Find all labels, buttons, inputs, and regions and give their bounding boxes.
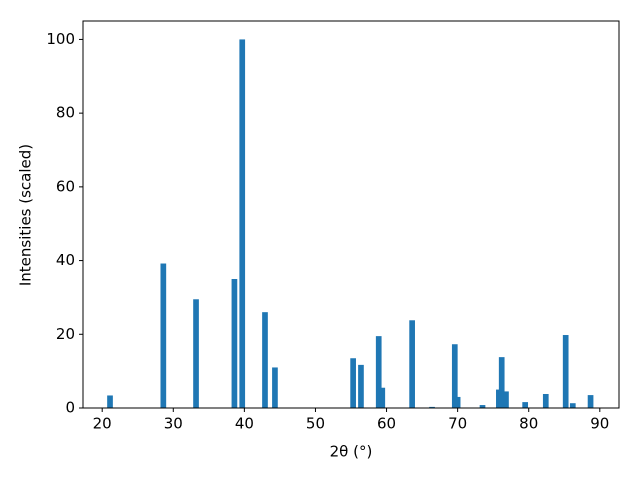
x-tick-label: 50 xyxy=(306,415,325,433)
bar xyxy=(193,299,199,408)
x-tick-label: 20 xyxy=(93,415,112,433)
bar xyxy=(350,358,356,408)
bar xyxy=(262,312,268,408)
bar xyxy=(272,367,278,408)
x-tick-label: 60 xyxy=(377,415,396,433)
bar xyxy=(569,403,576,408)
y-tick-label: 40 xyxy=(56,251,75,269)
bar xyxy=(409,320,415,408)
bar xyxy=(160,263,167,408)
bar xyxy=(542,393,549,408)
x-tick-label: 40 xyxy=(235,415,254,433)
y-tick-label: 20 xyxy=(56,325,75,343)
bar xyxy=(358,364,364,408)
x-tick-label: 30 xyxy=(164,415,183,433)
bar xyxy=(522,402,529,408)
bar xyxy=(587,395,594,408)
bar xyxy=(239,39,246,409)
bar xyxy=(429,406,435,408)
plot-frame xyxy=(82,20,620,409)
bar xyxy=(503,391,509,408)
bar xyxy=(451,344,458,408)
bar xyxy=(107,395,113,408)
y-tick-label: 80 xyxy=(56,104,75,122)
y-tick-label: 0 xyxy=(65,399,75,417)
y-axis-label: Intensities (scaled) xyxy=(17,144,35,286)
y-tick-label: 60 xyxy=(56,177,75,195)
x-tick-label: 70 xyxy=(448,415,467,433)
bar xyxy=(562,335,569,408)
x-tick-label: 80 xyxy=(519,415,538,433)
bar xyxy=(498,357,505,408)
bar xyxy=(375,336,382,408)
y-tick-label: 100 xyxy=(46,30,75,48)
x-axis-label: 2θ (°) xyxy=(330,443,373,461)
bar xyxy=(479,405,486,408)
x-tick-label: 90 xyxy=(590,415,609,433)
bar xyxy=(454,396,461,408)
bar xyxy=(379,387,386,408)
bar xyxy=(231,279,238,408)
